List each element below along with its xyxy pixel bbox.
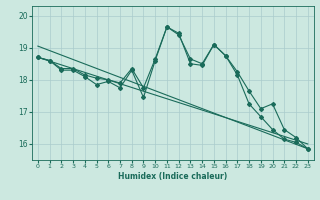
X-axis label: Humidex (Indice chaleur): Humidex (Indice chaleur) [118, 172, 228, 181]
